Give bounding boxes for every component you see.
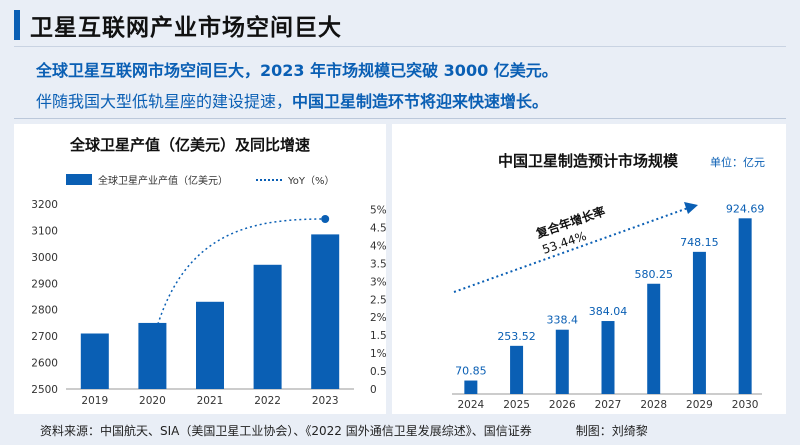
subtitle-line-2-bold: 中国卫星制造环节将迎来快速增长。 [292, 92, 549, 111]
left-chart-title: 全球卫星产值（亿美元）及同比增速 [70, 136, 311, 154]
legend-bar-label: 全球卫星产业产值（亿美元） [98, 176, 228, 187]
bar-2025 [510, 345, 524, 394]
x-tick-label: 2022 [254, 395, 281, 407]
x-tick-label: 2026 [549, 399, 576, 411]
yoy-line [155, 218, 326, 330]
y-right-tick-label: 4% [370, 240, 386, 252]
right-chart-unit: 单位：亿元 [710, 156, 765, 169]
x-tick-label: 2020 [139, 395, 166, 407]
yoy-point-2023 [321, 215, 330, 223]
subtitle-line-2: 伴随我国大型低轨星座的建设提速，中国卫星制造环节将迎来快速增长。 [36, 88, 548, 112]
x-tick-label: 2027 [595, 399, 622, 411]
y-right-tick-label: 2% [370, 312, 386, 324]
bar-2023 [311, 234, 340, 389]
bar-2029 [692, 251, 706, 394]
credit-text: 制图：刘绮黎 [575, 424, 648, 438]
growth-arrow-line [453, 207, 689, 293]
value-label: 580.25 [634, 268, 673, 281]
value-label: 70.85 [455, 365, 487, 378]
bar-2021 [196, 301, 224, 389]
y-left-tick-label: 2500 [31, 384, 58, 396]
subtitle-line-1: 全球卫星互联网市场空间巨大，2023 年市场规模已突破 3000 亿美元。 [36, 61, 558, 80]
x-tick-label: 2025 [503, 399, 530, 411]
y-left-tick-label: 2800 [31, 305, 58, 317]
y-left-tick-label: 2700 [31, 331, 58, 343]
y-right-tick-label: 5% [370, 205, 386, 217]
section-divider [14, 118, 786, 119]
y-right-tick-label: 3% [370, 276, 386, 288]
left-chart-svg: 2500 2600 2700 2800 2900 3000 3100 3200 0 0.5% 1% 1… [31, 199, 386, 407]
y-left-tick-label: 3100 [31, 225, 58, 237]
y-right-tick-label: 4.5% [370, 222, 386, 234]
y-right-tick-label: 3.5% [370, 258, 386, 270]
bar-2022 [253, 264, 282, 389]
footer: 资料来源：中国航天、SIA（美国卫星工业协会）、《2022 国外通信卫星发展综述… [40, 422, 648, 439]
x-tick-label: 2021 [197, 395, 224, 407]
bar-2020 [138, 322, 167, 389]
bar-2019 [80, 333, 109, 389]
y-right-tick-label: 0 [370, 384, 377, 396]
right-chart-panel: 中国卫星制造预计市场规模 单位：亿元 70.85 2024 253.52 2025 33… [392, 124, 786, 414]
value-label: 748.15 [680, 236, 719, 249]
page-title: 卫星互联网产业市场空间巨大 [30, 15, 342, 41]
source-text: 资料来源：中国航天、SIA（美国卫星工业协会）、《2022 国外通信卫星发展综述… [40, 424, 532, 438]
right-chart-svg: 70.85 2024 253.52 2025 338.4 2026 384.04 2027 58… [452, 202, 765, 411]
y-left-tick-label: 2900 [31, 278, 58, 290]
title-accent-bar [14, 10, 20, 40]
x-tick-label: 2019 [81, 395, 108, 407]
value-label: 338.4 [547, 314, 579, 327]
left-chart-panel: 全球卫星产值（亿美元）及同比增速 全球卫星产业产值（亿美元） YoY（%） 25… [14, 124, 386, 414]
value-label: 253.52 [497, 330, 536, 343]
right-chart-title: 中国卫星制造预计市场规模 [498, 152, 679, 170]
value-label: 384.04 [589, 305, 628, 318]
subtitle-line-2-normal: 伴随我国大型低轨星座的建设提速， [36, 92, 293, 111]
y-right-tick-label: 1% [370, 348, 386, 360]
bar-2030 [738, 218, 752, 394]
x-tick-label: 2030 [732, 399, 759, 411]
title-divider [14, 46, 786, 47]
legend-line-label: YoY（%） [288, 176, 335, 187]
y-left-tick-label: 3200 [31, 199, 58, 211]
x-tick-label: 2023 [312, 395, 339, 407]
y-right-tick-label: 1.5% [370, 330, 386, 342]
bar-2028 [647, 283, 661, 394]
y-right-tick-label: 0.5% [370, 366, 386, 378]
value-label: 924.69 [726, 202, 765, 215]
legend-bar-swatch [66, 174, 92, 185]
y-left-tick-label: 3000 [31, 252, 58, 264]
y-right-tick-label: 2.5% [370, 294, 386, 306]
legend-line-swatch [256, 178, 282, 181]
x-tick-label: 2024 [457, 399, 484, 411]
bar-2026 [555, 329, 569, 394]
bar-2024 [464, 380, 478, 394]
growth-arrow-head [684, 202, 698, 214]
y-left-tick-label: 2600 [31, 358, 58, 370]
x-tick-label: 2028 [640, 399, 667, 411]
bar-2027 [601, 321, 615, 394]
x-tick-label: 2029 [686, 399, 713, 411]
left-chart-legend: 全球卫星产业产值（亿美元） YoY（%） [66, 172, 335, 187]
